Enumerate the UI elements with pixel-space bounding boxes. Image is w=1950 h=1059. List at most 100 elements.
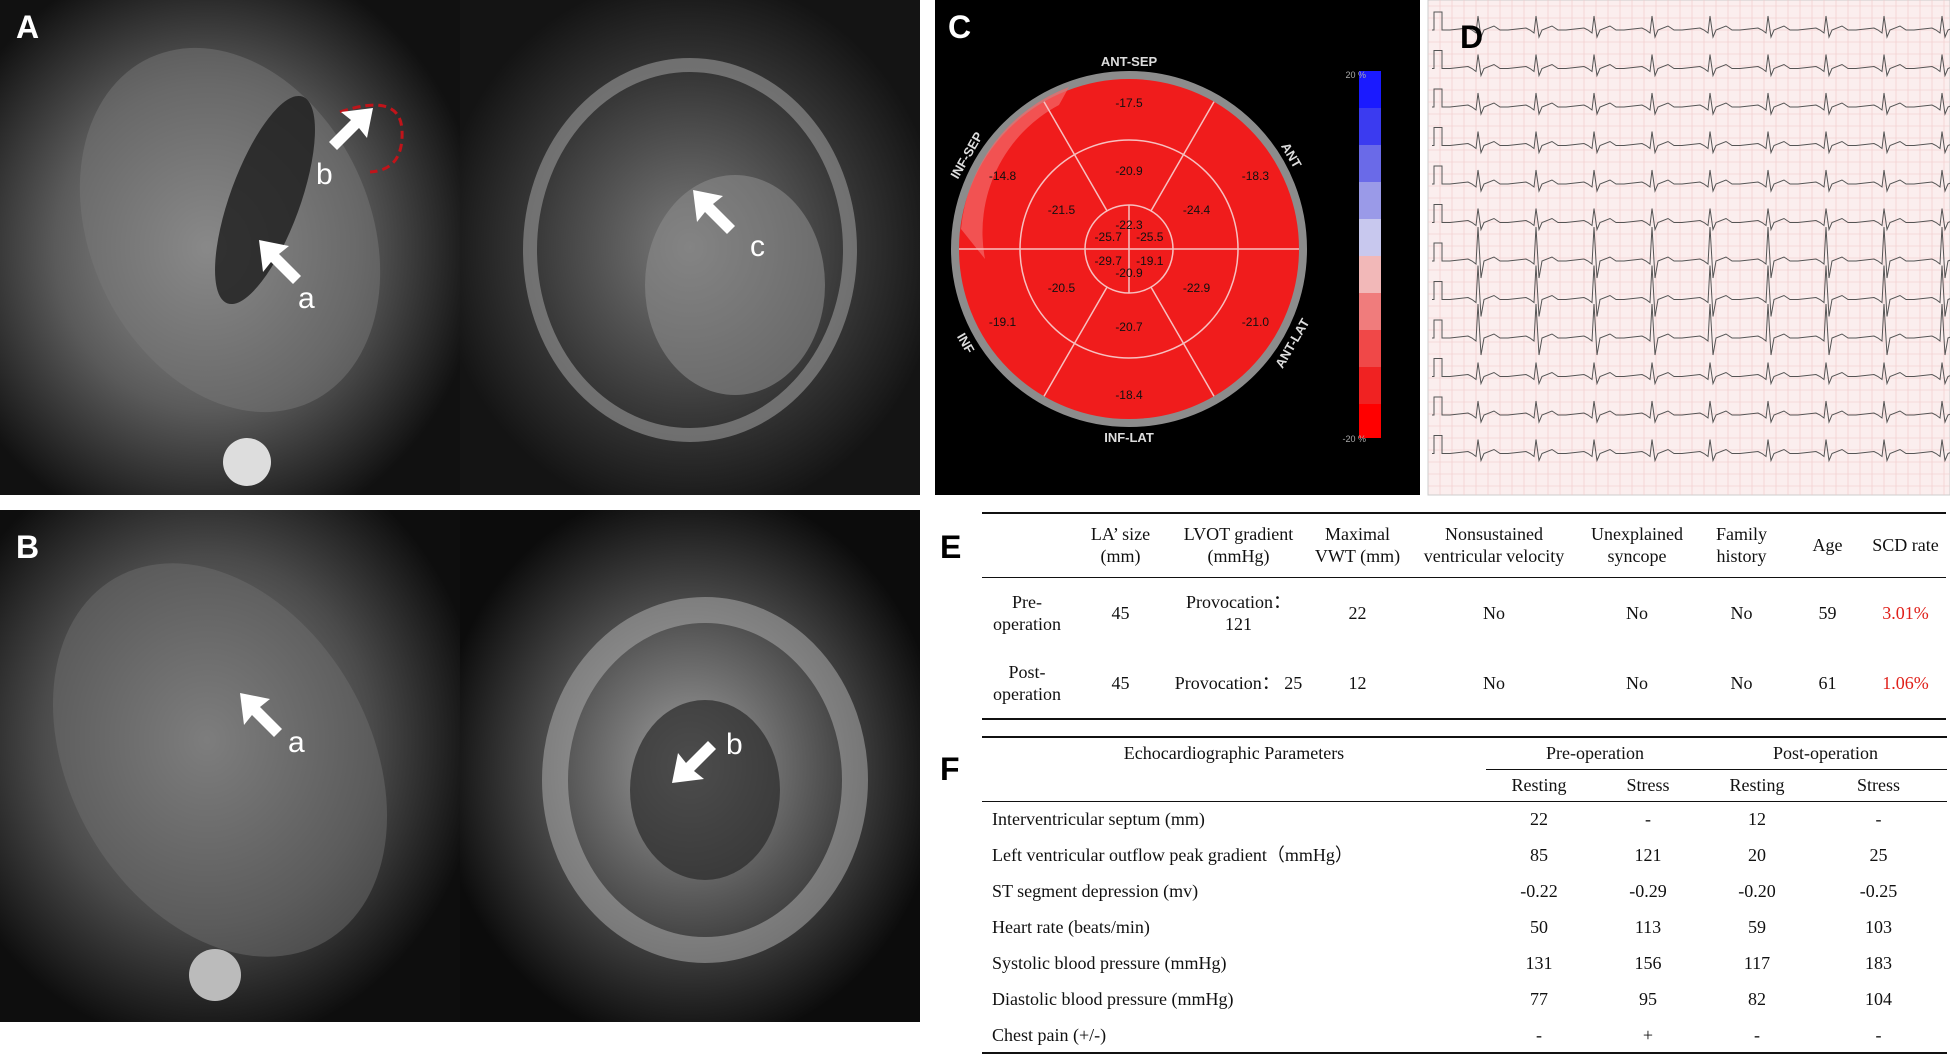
segment-value: -20.9 — [1115, 266, 1143, 280]
cell: No — [1483, 673, 1505, 693]
ecg-trace — [1432, 303, 1950, 356]
cell: 61 — [1818, 673, 1837, 693]
table-row: Diastolic blood pressure (mmHg) 77 95 82 104 — [982, 981, 1947, 1017]
panel-label: C — [948, 9, 971, 45]
segment-value: -21.0 — [1242, 315, 1270, 329]
cell: 77 — [1530, 989, 1548, 1009]
colorbar-step — [1359, 71, 1381, 108]
annotation-label: a — [288, 726, 305, 759]
colorbar-step — [1359, 330, 1381, 367]
ecg-trace — [1432, 165, 1950, 193]
panel-label: A — [16, 9, 39, 45]
segment-line — [1043, 286, 1108, 397]
header-row: LA’ size (mm) LVOT gradient (mmHg) Maximal… — [982, 513, 1946, 577]
table-row: Chest pain (+/-) - + - - — [982, 1017, 1947, 1053]
colorbar-step — [1359, 367, 1381, 404]
table-row: Left ventricular outflow peak gradient（m… — [982, 837, 1947, 873]
cell: 22 — [1348, 602, 1367, 623]
cell: 59 — [1818, 602, 1837, 623]
cell: 12 — [1348, 673, 1367, 693]
colorbar — [1359, 71, 1381, 438]
cell: -0.25 — [1859, 881, 1898, 901]
cell: No — [1626, 673, 1648, 693]
colorbar-step — [1359, 108, 1381, 145]
cell: 156 — [1634, 953, 1662, 973]
row-label: Post-operation — [993, 662, 1061, 704]
cell: 121 — [1634, 845, 1662, 865]
panel-label: F — [940, 751, 960, 787]
segment-value: -25.7 — [1095, 230, 1123, 244]
segment-value: -18.3 — [1242, 169, 1270, 183]
segment-value: -17.5 — [1115, 96, 1143, 110]
mri-structure — [189, 949, 241, 1001]
cell: - — [1754, 1024, 1760, 1045]
segment-value: -24.4 — [1183, 203, 1211, 217]
highlight-region — [961, 87, 1069, 259]
annotation-label: b — [726, 728, 743, 761]
parameter-header: Echocardiographic Parameters — [1123, 743, 1345, 763]
parameter-name: Diastolic blood pressure (mmHg) — [992, 989, 1234, 1009]
colorbar-step — [1359, 293, 1381, 330]
panel-label: D — [1460, 19, 1483, 55]
cell: 25 — [1869, 845, 1888, 865]
cell: 85 — [1530, 845, 1548, 865]
mri-structure — [645, 175, 825, 395]
colorbar-step — [1359, 182, 1381, 219]
colorbar-step — [1359, 145, 1381, 182]
segment-value: -29.7 — [1095, 254, 1123, 268]
annotation-outline — [339, 103, 404, 174]
cell: 95 — [1639, 989, 1657, 1009]
ecg-background — [1427, 0, 1950, 496]
cell: Provocation： 25 — [1174, 673, 1303, 693]
subheader: Resting — [1511, 775, 1567, 795]
column-header: LA’ size (mm) — [1090, 524, 1151, 567]
cell: 82 — [1748, 989, 1766, 1009]
ecg-trace — [1432, 204, 1950, 232]
segment-line — [1043, 101, 1108, 212]
segment-line — [1150, 101, 1215, 212]
table-header: LA’ size (mm) LVOT gradient (mmHg) Maximal… — [982, 513, 1946, 577]
subheader: Stress — [1626, 775, 1670, 795]
ecg-trace — [1432, 50, 1950, 78]
colorbar-min-label: -20 % — [1342, 434, 1366, 444]
segment-label: ANT-SEP — [1101, 54, 1158, 69]
cell: No — [1626, 602, 1648, 623]
parameter-name: Systolic blood pressure (mmHg) — [992, 953, 1227, 973]
segment-value: -21.5 — [1048, 203, 1076, 217]
segment-value: -25.5 — [1136, 230, 1164, 244]
ecg-trace — [1432, 396, 1950, 424]
column-header — [982, 513, 1072, 577]
cell: 104 — [1865, 989, 1892, 1009]
table-row: Pre-operation 45 Provocation： 121 22 No No No 5… — [982, 577, 1946, 648]
ecg-trace — [1432, 127, 1950, 155]
column-header: Unexplained syncope — [1591, 524, 1683, 567]
mri-structure — [630, 700, 780, 880]
cell: No — [1483, 602, 1505, 623]
parameter-name: Left ventricular outflow peak gradient（m… — [992, 845, 1353, 865]
parameter-name: Interventricular septum (mm) — [992, 809, 1205, 830]
table-row: Systolic blood pressure (mmHg) 131 156 117 1… — [982, 945, 1947, 981]
segment-value: -19.1 — [1136, 254, 1164, 268]
table-body: Pre-operation 45 Provocation： 121 22 No No No 5… — [982, 577, 1946, 719]
column-header: Nonsustained ventricular velocity — [1423, 524, 1565, 567]
cell: 117 — [1743, 953, 1771, 973]
segment-value: -14.8 — [989, 169, 1017, 183]
mri-structure — [223, 438, 271, 486]
cell: 20 — [1748, 845, 1766, 865]
cell: 1.06% — [1882, 673, 1929, 693]
annotation-label: b — [316, 158, 333, 191]
cell: 22 — [1530, 809, 1548, 830]
parameter-name: Chest pain (+/-) — [992, 1024, 1107, 1045]
segment-value: -19.1 — [989, 315, 1017, 329]
colorbar-step — [1359, 256, 1381, 293]
cell: 103 — [1865, 917, 1892, 937]
echo-table: Echocardiographic Parameters Pre-operatio… — [982, 736, 1947, 1054]
mri-structure — [215, 95, 315, 305]
cell: 3.01% — [1882, 602, 1929, 623]
cell: - — [1875, 809, 1882, 830]
cell: - — [1536, 1024, 1542, 1045]
cell: 45 — [1111, 602, 1130, 623]
ecg-trace — [1432, 435, 1950, 463]
cell: Provocation： 121 — [1186, 591, 1291, 634]
